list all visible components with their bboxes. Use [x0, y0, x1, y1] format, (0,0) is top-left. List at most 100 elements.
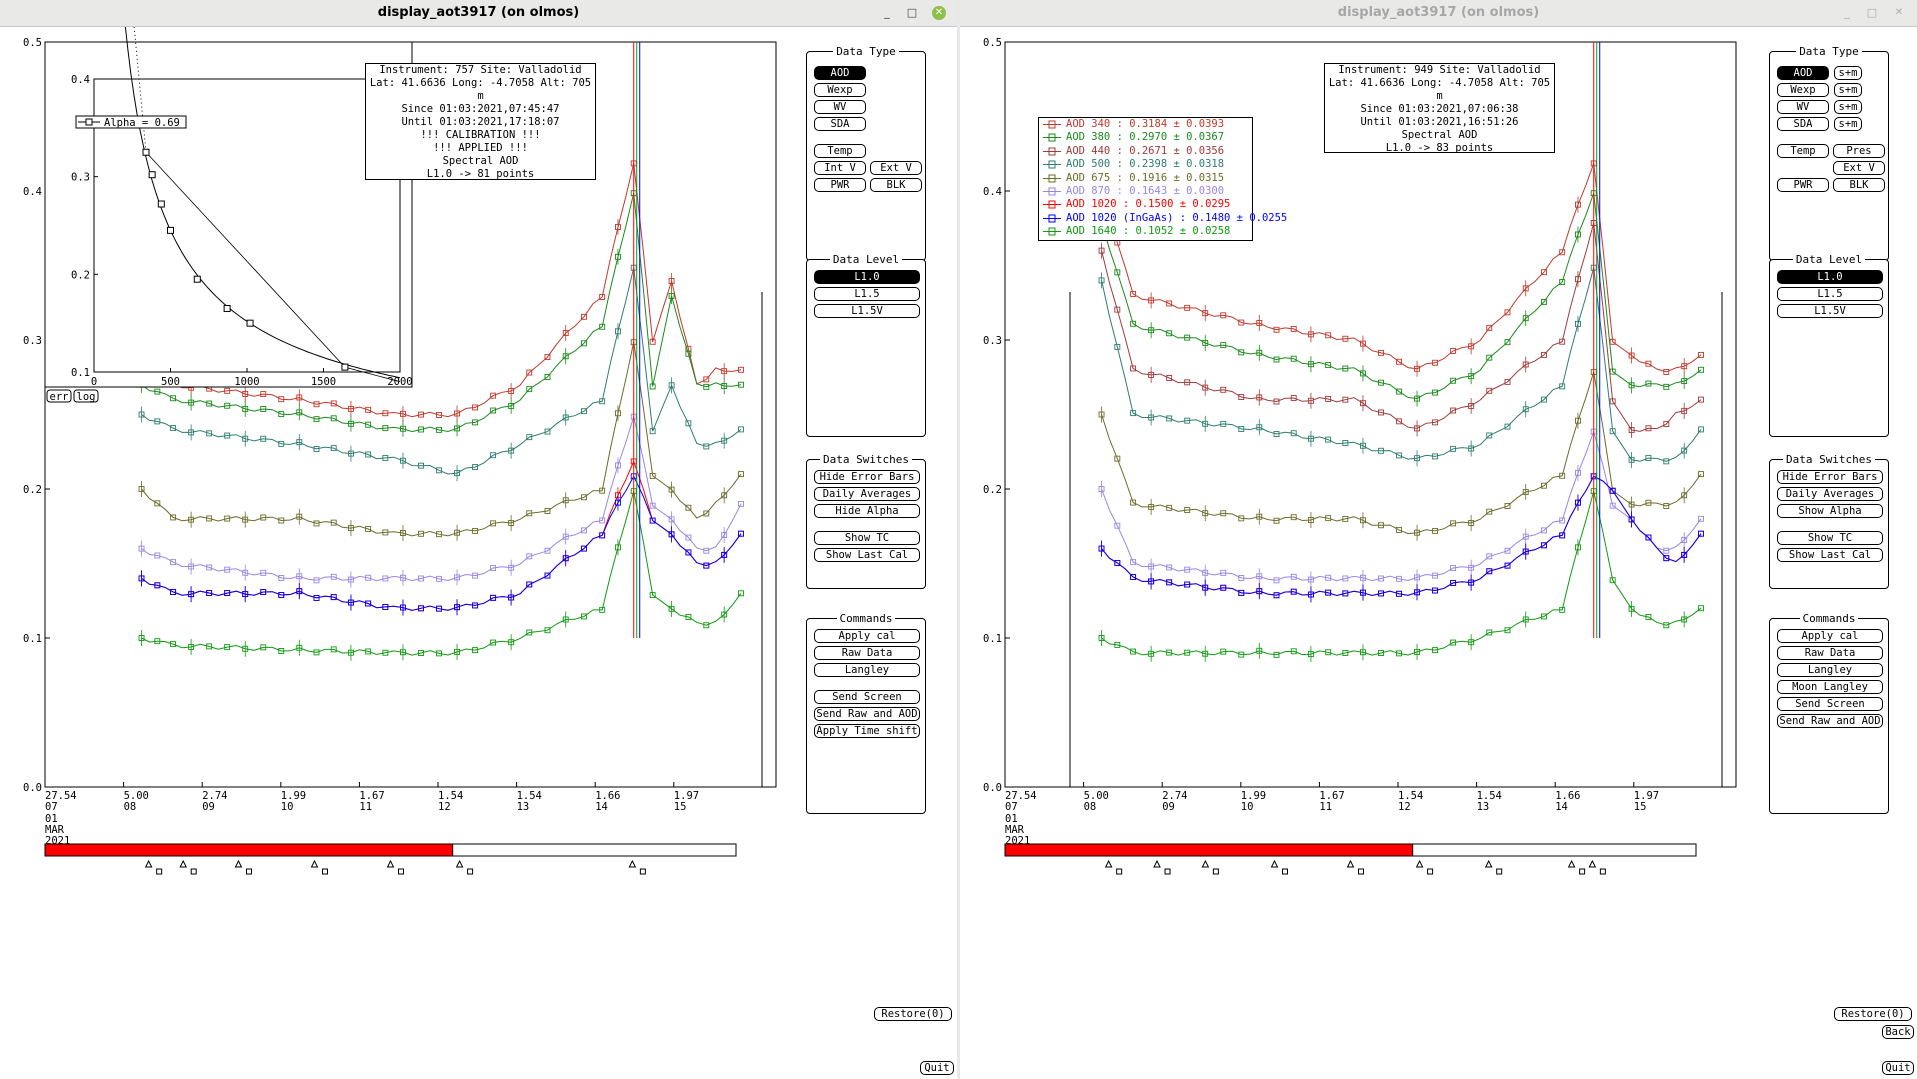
ytick-label: 0.3 — [983, 335, 1002, 347]
ext-v-button[interactable]: Ext V — [1833, 161, 1885, 175]
left-data-type-panel: Data Type AOD Wexp WV SDA Temp Int V Ext… — [806, 45, 926, 261]
show-last-cal-button[interactable]: Show Last Cal — [1777, 548, 1883, 562]
data-point — [526, 386, 533, 393]
show-last-cal-button[interactable]: Show Last Cal — [814, 548, 920, 562]
wexp-sm-button[interactable]: s+m — [1834, 83, 1862, 97]
show-alpha-button[interactable]: Show Alpha — [1777, 504, 1883, 518]
sda-button[interactable]: SDA — [814, 117, 866, 131]
maximize-icon[interactable]: □ — [906, 6, 918, 19]
data-point — [1325, 332, 1332, 339]
restore-button[interactable]: Restore(0) — [1834, 1007, 1912, 1021]
pwr-button[interactable]: PWR — [814, 178, 866, 192]
level-l10-button[interactable]: L1.0 — [814, 270, 920, 284]
show-tc-button[interactable]: Show TC — [1777, 531, 1883, 545]
data-point — [1273, 326, 1280, 333]
sda-sm-button[interactable]: s+m — [1834, 117, 1862, 131]
apply-cal-button[interactable]: Apply cal — [1777, 629, 1883, 643]
send-screen-button[interactable]: Send Screen — [814, 690, 920, 704]
aod-button[interactable]: AOD — [814, 66, 866, 80]
data-point — [1290, 355, 1297, 362]
aod-button[interactable]: AOD — [1777, 66, 1829, 80]
log-button[interactable] — [73, 389, 99, 403]
data-point — [418, 605, 424, 612]
info-line: Instrument: 949 Site: Valladolid — [1338, 64, 1541, 76]
quit-button[interactable]: Quit — [920, 1061, 954, 1075]
data-point — [1396, 575, 1402, 582]
data-point — [1378, 349, 1384, 356]
aod-sm-button[interactable]: s+m — [1834, 66, 1862, 80]
level-l15-button[interactable]: L1.5 — [1777, 287, 1883, 301]
data-point — [526, 369, 533, 376]
xtick-day: 10 — [281, 801, 294, 813]
wexp-button[interactable]: Wexp — [1777, 83, 1829, 97]
data-point — [1396, 418, 1402, 425]
minimize-icon[interactable]: _ — [1844, 6, 1850, 19]
quit-button[interactable]: Quit — [1882, 1061, 1914, 1075]
hide-error-bars-button[interactable]: Hide Error Bars — [814, 470, 920, 484]
data-point — [1184, 566, 1191, 573]
daily-averages-button[interactable]: Daily Averages — [1777, 487, 1883, 501]
send-screen-button[interactable]: Send Screen — [1777, 697, 1883, 711]
temp-button[interactable]: Temp — [814, 144, 866, 158]
event-triangle — [1415, 859, 1424, 868]
send-raw-and-aod-button[interactable]: Send Raw and AOD — [1777, 714, 1883, 728]
restore-button[interactable]: Restore(0) — [874, 1007, 952, 1021]
close-icon[interactable]: ✕ — [1894, 7, 1904, 18]
pwr-button[interactable]: PWR — [1777, 178, 1829, 192]
level-l15v-button[interactable]: L1.5V — [814, 304, 920, 318]
apply-cal-button[interactable]: Apply cal — [814, 629, 920, 643]
hide-error-bars-button[interactable]: Hide Error Bars — [1777, 470, 1883, 484]
maximize-icon[interactable]: □ — [1866, 6, 1878, 19]
data-point — [330, 519, 337, 526]
int-v-button[interactable]: Int V — [814, 161, 866, 175]
wv-button[interactable]: WV — [1777, 100, 1829, 114]
raw-data-button[interactable]: Raw Data — [814, 646, 920, 660]
left-titlebar[interactable]: display_aot3917 (on olmos) _ □ ✕ — [0, 0, 957, 27]
legend-label: AOD 500 : 0.2398 ± 0.0318 — [1066, 158, 1225, 171]
data-point — [154, 418, 161, 425]
wv-sm-button[interactable]: s+m — [1834, 100, 1862, 114]
data-point — [649, 383, 656, 390]
wexp-button[interactable]: Wexp — [814, 83, 866, 97]
send-raw-and-aod-button[interactable]: Send Raw and AOD — [814, 707, 920, 721]
legend-marker-icon — [1043, 174, 1061, 183]
data-point — [1504, 562, 1511, 569]
level-l15v-button[interactable]: L1.5V — [1777, 304, 1883, 318]
ytick-label: 0.0 — [983, 782, 1002, 794]
temp-button[interactable]: Temp — [1777, 144, 1829, 158]
inset-xtick-label: 0 — [91, 376, 97, 388]
sda-button[interactable]: SDA — [1777, 117, 1829, 131]
langley-button[interactable]: Langley — [814, 663, 920, 677]
inset-ytick-label: 0.3 — [71, 172, 90, 184]
right-titlebar[interactable]: display_aot3917 (on olmos) _ □ ✕ — [960, 0, 1917, 27]
pres-button[interactable]: Pres — [1833, 144, 1885, 158]
alpha-point — [148, 171, 156, 179]
ext-v-button[interactable]: Ext V — [870, 161, 922, 175]
err-button[interactable] — [46, 389, 72, 403]
legend-label: AOD 1640 : 0.1052 ± 0.0258 — [1066, 225, 1231, 238]
data-point — [703, 383, 710, 390]
minimize-icon[interactable]: _ — [884, 6, 890, 19]
data-point — [1396, 650, 1402, 657]
inset-xtick-label: 1000 — [234, 376, 259, 388]
level-l10-button[interactable]: L1.0 — [1777, 270, 1883, 284]
left-instrument-info: Instrument: 757 Site: Valladolid Lat: 41… — [365, 63, 596, 180]
daily-averages-button[interactable]: Daily Averages — [814, 487, 920, 501]
level-l15-button[interactable]: L1.5 — [814, 287, 920, 301]
moon-langley-button[interactable]: Moon Langley — [1777, 680, 1883, 694]
data-point — [1290, 514, 1297, 521]
data-point — [436, 575, 442, 582]
langley-button[interactable]: Langley — [1777, 663, 1883, 677]
wv-button[interactable]: WV — [814, 100, 866, 114]
hide-alpha-button[interactable]: Hide Alpha — [814, 504, 920, 518]
data-point — [1504, 547, 1511, 554]
show-tc-button[interactable]: Show TC — [814, 531, 920, 545]
data-point — [206, 515, 213, 522]
blk-button[interactable]: BLK — [1833, 178, 1885, 192]
xtick-day: 09 — [1162, 801, 1175, 813]
raw-data-button[interactable]: Raw Data — [1777, 646, 1883, 660]
back-button[interactable]: Back — [1882, 1025, 1914, 1039]
blk-button[interactable]: BLK — [870, 178, 922, 192]
apply-time-shift-button[interactable]: Apply Time shift — [814, 724, 920, 738]
close-icon[interactable]: ✕ — [932, 6, 946, 20]
